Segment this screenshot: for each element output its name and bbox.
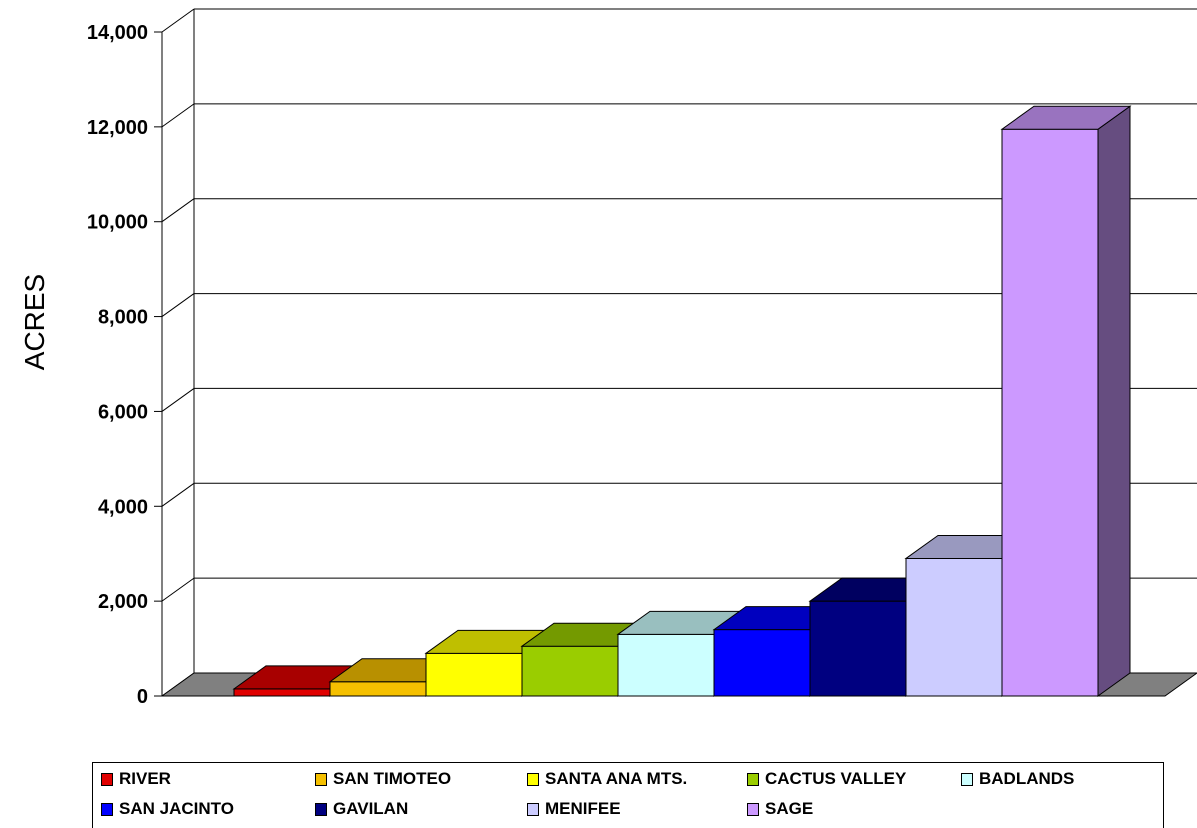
legend-item: BADLANDS	[961, 769, 1074, 789]
y-axis-title: ACRES	[19, 274, 50, 370]
legend-label: GAVILAN	[333, 799, 409, 818]
legend-item: RIVER	[101, 769, 171, 789]
legend: RIVER SAN TIMOTEO SANTA ANA MTS. CACTUS VAL…	[92, 762, 1164, 828]
bar-front	[713, 629, 811, 697]
gridline-depth	[161, 482, 195, 507]
legend-swatch	[527, 772, 539, 786]
y-tick-label: 14,000	[87, 22, 148, 44]
legend-swatch	[315, 802, 327, 816]
y-tick-label: 2,000	[98, 591, 148, 613]
legend-label: BADLANDS	[979, 769, 1075, 788]
y-tick-label: 8,000	[98, 307, 148, 329]
legend-swatch	[315, 772, 327, 786]
legend-label: SAN TIMOTEO	[333, 769, 452, 788]
legend-item: SAN TIMOTEO	[315, 769, 451, 789]
y-tick-label: 12,000	[87, 117, 148, 139]
bar-side	[1097, 105, 1131, 697]
gridline-depth	[161, 388, 195, 412]
legend-label: SAGE	[765, 799, 814, 818]
bar-santa-ana-mts	[424, 629, 556, 697]
legend-item: SAN JACINTO	[101, 799, 234, 819]
gridline-depth	[161, 198, 195, 223]
legend-item: SAGE	[747, 799, 813, 819]
legend-swatch	[961, 772, 973, 786]
legend-swatch	[101, 802, 113, 816]
y-tick-label: 10,000	[87, 212, 148, 234]
legend-swatch	[747, 802, 759, 816]
bar-front	[809, 600, 907, 697]
bar-front	[521, 645, 619, 697]
legend-swatch	[101, 772, 113, 786]
y-tick-label: 4,000	[98, 496, 148, 518]
legend-item: MENIFEE	[527, 799, 621, 819]
legend-swatch	[747, 772, 759, 786]
gridline-depth	[161, 293, 195, 317]
bar-front	[905, 557, 1003, 697]
bar-front	[425, 652, 523, 697]
y-tick-label: 0	[137, 686, 148, 708]
bar-front	[1001, 128, 1099, 697]
legend-item: GAVILAN	[315, 799, 408, 819]
gridline-depth	[161, 577, 195, 602]
legend-label: MENIFEE	[545, 799, 621, 818]
bar-top	[1000, 105, 1132, 130]
legend-swatch	[527, 802, 539, 816]
legend-label: CACTUS VALLEY	[765, 769, 907, 788]
y-tick-label: 6,000	[98, 401, 148, 423]
legend-label: SANTA ANA MTS.	[545, 769, 688, 788]
legend-item: CACTUS VALLEY	[747, 769, 906, 789]
bar-front	[329, 681, 427, 697]
legend-item: SANTA ANA MTS.	[527, 769, 687, 789]
bars	[232, 105, 1132, 697]
bar-front	[233, 688, 331, 697]
bar-sage	[1000, 105, 1132, 697]
legend-label: SAN JACINTO	[119, 799, 234, 818]
legend-label: RIVER	[119, 769, 171, 788]
chart-area: 02,0004,0006,0008,00010,00012,00014,000 …	[19, 8, 1197, 708]
gridlines	[161, 8, 1197, 697]
y-axis: 0 2,000 4,000 6,000 8,000 10,000 12,000 14,000	[87, 22, 163, 708]
bar-front	[617, 633, 715, 697]
gridline-depth	[161, 8, 195, 33]
gridline-depth	[161, 103, 195, 128]
